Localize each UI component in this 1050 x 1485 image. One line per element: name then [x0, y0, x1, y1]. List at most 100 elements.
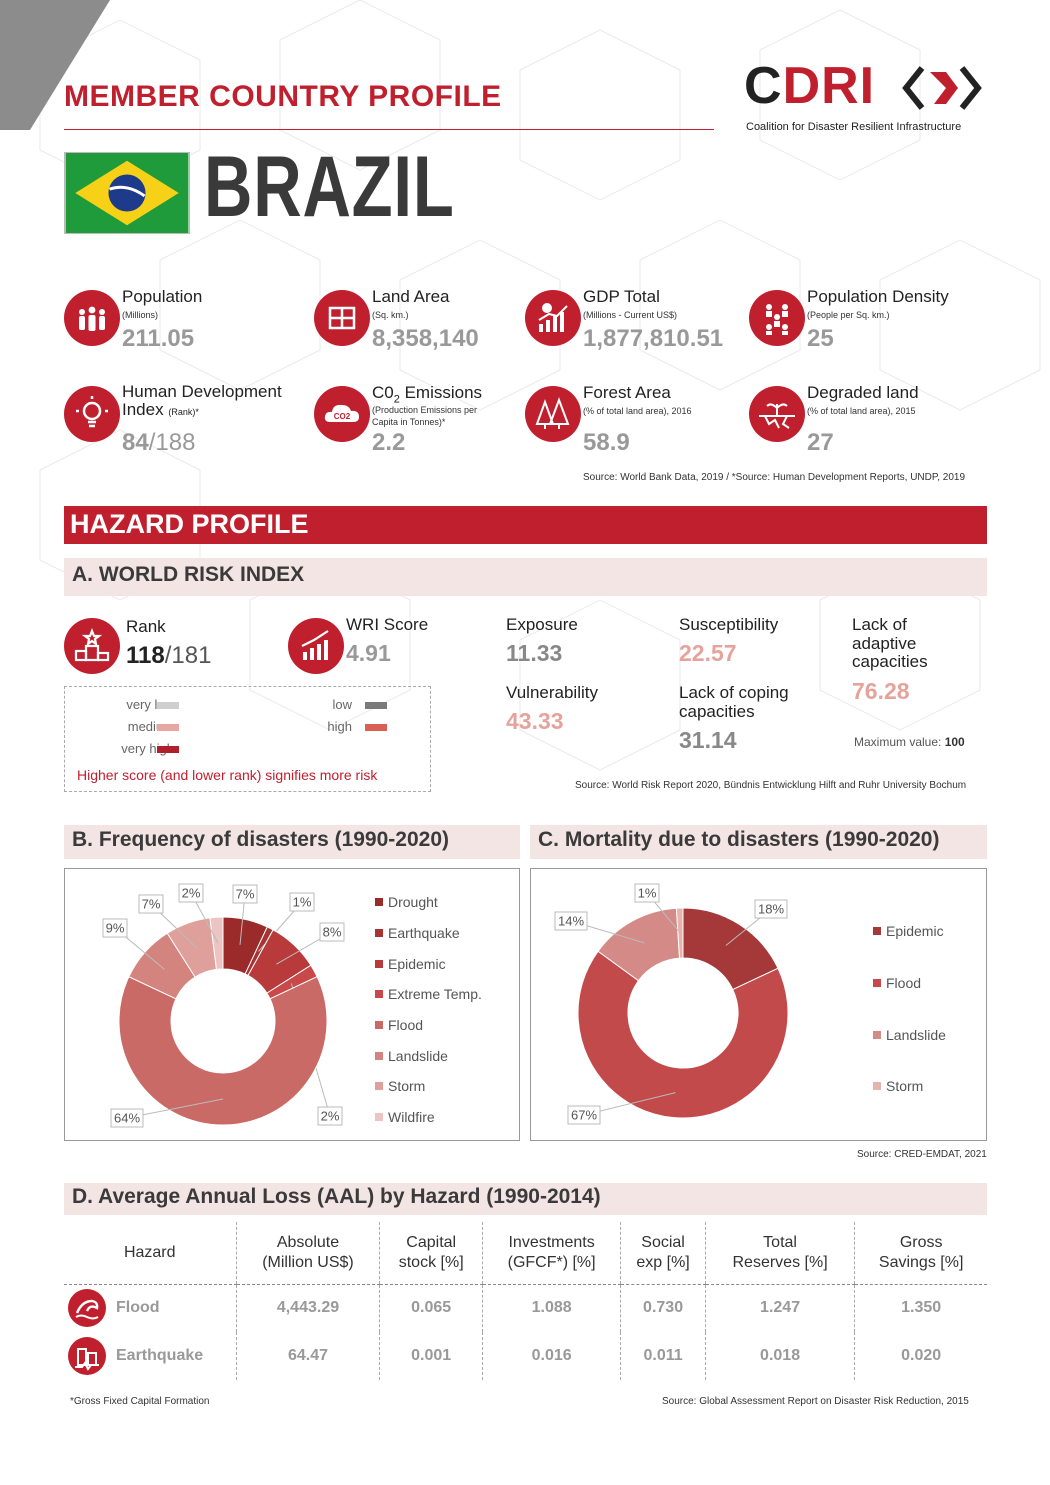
stat-value: 211.05 — [122, 325, 195, 352]
legend-flood: Flood — [873, 975, 921, 991]
page-title: MEMBER COUNTRY PROFILE — [64, 80, 502, 113]
legend-epidemic: Epidemic — [873, 923, 944, 939]
col-absolute: Absolute (Million US$) — [235, 1222, 380, 1285]
forest-icon — [525, 386, 581, 442]
land-area-icon — [314, 290, 370, 346]
col-investments: Investments (GFCF*) [%] — [481, 1222, 621, 1285]
population-density-icon — [749, 290, 805, 346]
hexagon-background-pattern — [39, 0, 1041, 771]
legend-earthquake: Earthquake — [375, 925, 460, 941]
data-label: 18% — [758, 902, 784, 917]
data-label-box — [554, 911, 588, 931]
susceptibility-value: 22.57 — [679, 640, 737, 666]
legend-swatch-very-low — [157, 702, 179, 709]
earthquake-icon — [68, 1337, 106, 1375]
stat-value: 1,877,810.51 — [583, 325, 724, 352]
legend-landslide: Landslide — [873, 1027, 946, 1043]
gdp-icon — [525, 290, 581, 346]
data-label: 14% — [558, 914, 584, 929]
data-label-box — [232, 884, 258, 904]
aal-heading: D. Average Annual Loss (AAL) by Hazard (… — [64, 1183, 987, 1215]
svg-text:CO2: CO2 — [334, 412, 351, 421]
brazil-flag-icon — [64, 152, 190, 234]
data-label: 7% — [142, 897, 161, 912]
stat-value: 2.2 — [372, 429, 406, 456]
corner-decoration — [0, 0, 110, 130]
slice-flood — [577, 950, 789, 1119]
data-label-box — [110, 1108, 144, 1128]
legend-swatch-very-high — [157, 746, 179, 753]
risk-legend: very low medium very high low high Highe… — [64, 686, 431, 792]
charts-source: Source: CRED-EMDAT, 2021 — [857, 1149, 987, 1160]
table-row: Earthquake 64.47 0.001 0.016 0.011 0.018… — [64, 1332, 987, 1380]
legend-drought: Drought — [375, 894, 438, 910]
data-label: 9% — [106, 921, 125, 936]
aal-source: Source: Global Assessment Report on Disa… — [662, 1396, 969, 1407]
vulnerability-label: Vulnerability — [506, 683, 598, 702]
data-label-box — [102, 918, 128, 938]
slice-wildfire — [209, 916, 224, 970]
col-capital-stock: Capital stock [%] — [379, 1222, 483, 1285]
legend-landslide: Landslide — [375, 1048, 448, 1064]
legend-swatch-high — [365, 724, 387, 731]
col-gross-savings: Gross Savings [%] — [854, 1222, 987, 1285]
col-social-exp: Social exp [%] — [620, 1222, 706, 1285]
country-name: BRAZIL — [204, 139, 455, 235]
data-label: 2% — [182, 886, 201, 901]
stats-source: Source: World Bank Data, 2019 / *Source:… — [583, 472, 966, 483]
data-label-box — [319, 922, 345, 942]
data-label-box — [567, 1105, 601, 1125]
data-label-box — [178, 883, 204, 903]
cdri-logo-mark-icon — [902, 66, 982, 110]
lightbulb-icon — [64, 386, 120, 442]
mortality-donut-chart: 18% 67% 14% 1% — [554, 883, 789, 1125]
risk-note: Higher score (and lower rank) signifies … — [77, 767, 378, 783]
cdri-logo-subtitle: Coalition for Disaster Resilient Infrast… — [746, 121, 962, 133]
stat-value: 27 — [807, 429, 834, 456]
col-total-reserves: Total Reserves [%] — [704, 1222, 855, 1285]
legend-extreme-temp: Extreme Temp. — [375, 986, 482, 1002]
legend-epidemic: Epidemic — [375, 956, 446, 972]
lack-coping-value: 31.14 — [679, 727, 737, 753]
legend-storm: Storm — [873, 1078, 923, 1094]
data-label-box — [289, 892, 315, 912]
data-label-box — [317, 1106, 343, 1126]
lack-coping-label: Lack of coping capacities — [679, 683, 789, 721]
lack-adaptive-label: Lack of adaptive capacities — [852, 615, 928, 672]
vulnerability-value: 43.33 — [506, 708, 564, 734]
frequency-chart-heading: B. Frequency of disasters (1990-2020) — [64, 825, 520, 859]
legend-swatch-medium — [157, 724, 179, 731]
flood-icon — [68, 1289, 106, 1328]
exposure-value: 11.33 — [506, 640, 563, 666]
maximum-value-note: Maximum value: 100 — [854, 735, 965, 749]
degraded-land-icon — [749, 386, 805, 442]
col-hazard: Hazard — [64, 1222, 236, 1285]
legend-swatch-low — [365, 702, 387, 709]
world-risk-index-heading: A. WORLD RISK INDEX — [64, 558, 987, 596]
frequency-chart-panel: 7% 1% 8% 2% 64% 9% 7% 2% Drought Earthquake Epi… — [64, 868, 520, 1141]
legend-storm: Storm — [375, 1078, 425, 1094]
table-row: Flood 4,443.29 0.065 1.088 0.730 1.247 1… — [64, 1284, 987, 1332]
data-label-box — [754, 899, 788, 919]
aal-footnote: *Gross Fixed Capital Formation — [70, 1396, 210, 1407]
hazard-profile-heading: HAZARD PROFILE — [64, 506, 987, 544]
susceptibility-label: Susceptibility — [679, 615, 779, 634]
data-label: 1% — [293, 895, 312, 910]
cdri-logo-text: CDRI — [744, 57, 876, 115]
podium-icon — [64, 618, 120, 674]
data-label-box — [138, 894, 164, 914]
stat-value: 58.9 — [583, 429, 630, 456]
data-label: 1% — [638, 886, 657, 901]
lack-adaptive-value: 76.28 — [852, 678, 910, 704]
co2-cloud-icon: CO2 — [314, 386, 370, 442]
frequency-donut-chart: 7% 1% 8% 2% 64% 9% 7% 2% — [102, 883, 345, 1128]
legend-flood: Flood — [375, 1017, 423, 1033]
data-label: 67% — [571, 1108, 597, 1123]
stat-value: 8,358,140 — [372, 325, 479, 352]
slice-flood — [118, 976, 328, 1126]
bar-chart-growth-icon — [288, 618, 344, 674]
stat-value: 25 — [807, 325, 834, 352]
mortality-chart-panel: 18% 67% 14% 1% Epidemic Flood Landslide Sto… — [530, 868, 987, 1141]
data-label: 64% — [114, 1111, 140, 1126]
data-label: 2% — [321, 1109, 340, 1124]
